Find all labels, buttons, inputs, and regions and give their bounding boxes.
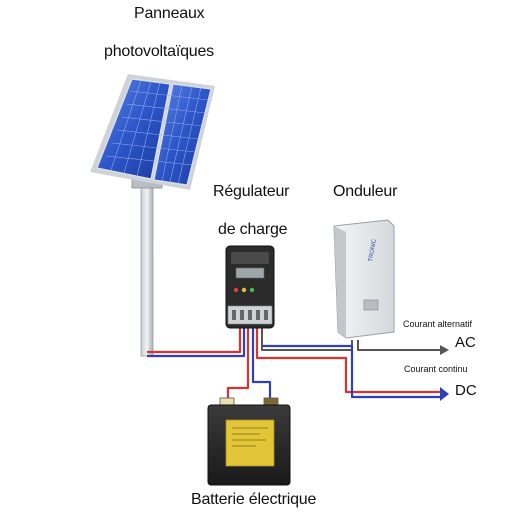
battery-icon — [207, 397, 291, 486]
inverter-label: Onduleur — [333, 183, 398, 200]
dc-output-wires — [255, 328, 449, 401]
inverter-icon: TRONIC — [333, 219, 395, 339]
charge-controller-icon — [225, 245, 275, 329]
battery-label: Batterie électrique — [191, 491, 317, 508]
ac-caption: Courant alternatif — [403, 319, 473, 329]
ac-output-wires — [357, 340, 449, 355]
dc-label: DC — [455, 382, 477, 399]
panels-label-line2: photovoltaïques — [104, 43, 214, 60]
regulator-label-line1: Régulateur — [213, 183, 290, 200]
dc-caption: Courant continu — [404, 364, 468, 374]
regulator-label-line2: de charge — [218, 221, 288, 238]
svg-text:TRONIC: TRONIC — [368, 238, 378, 262]
ac-label: AC — [455, 334, 476, 351]
panel-wires — [147, 328, 246, 358]
panels-label-line1: Panneaux — [134, 5, 205, 22]
solar-panel-icon — [90, 74, 215, 190]
battery-wires — [226, 328, 272, 406]
panel-pole — [131, 177, 163, 357]
